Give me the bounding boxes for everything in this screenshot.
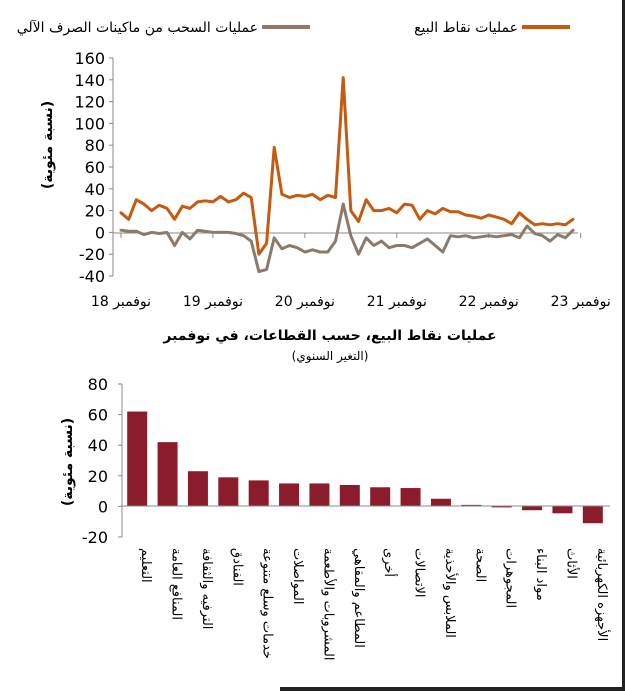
frame-edge-bottom xyxy=(280,687,625,691)
bar-category-label: المنافع العامة xyxy=(169,548,184,620)
bar-category-label: الأجهزه الكهربائية xyxy=(594,548,611,641)
bar-y-tick-label: 0 xyxy=(98,497,108,516)
bar xyxy=(582,506,603,524)
line-y-ticks: -40 -20 0 20 40 60 80 100 120 140 160 xyxy=(74,49,113,286)
bar xyxy=(522,506,543,511)
bar-y-tick-label: 40 xyxy=(88,436,108,455)
bar-category-label: الملابس والأحذية xyxy=(442,548,459,638)
line-y-tick-label: 80 xyxy=(85,136,105,155)
bar xyxy=(127,411,148,507)
line-y-tick-label: -20 xyxy=(79,245,105,264)
bar-category-label: أخرى xyxy=(381,548,398,577)
bar-category-label: الصحة xyxy=(472,548,487,582)
bar xyxy=(370,487,391,507)
bar-subtitle: (التغير السنوي) xyxy=(292,349,369,364)
bar xyxy=(157,442,178,507)
bar xyxy=(552,506,573,514)
bar-category-label: الترفيه والثقافة xyxy=(199,548,214,629)
bar-y-tick-label: 60 xyxy=(88,406,108,425)
bar-category-label: المجوهرات xyxy=(503,548,518,608)
bar-title: عمليات نقاط البيع، حسب القطاعات، في نوفم… xyxy=(162,328,496,344)
bar-y-tick-label: 80 xyxy=(88,375,108,394)
bar xyxy=(309,483,330,507)
bar-category-labels: التعليم المنافع العامة الترفيه والثقافة الف… xyxy=(138,548,611,661)
bar xyxy=(187,471,208,507)
bar-category-label: الفنادق xyxy=(229,548,244,586)
bar-y-axis-label: (نسبة مئوية) xyxy=(60,418,76,506)
line-y-tick-label: 160 xyxy=(74,49,105,68)
bar xyxy=(248,480,269,507)
bar xyxy=(339,484,360,507)
line-y-tick-label: 0 xyxy=(95,223,105,242)
bar-marks xyxy=(127,411,603,524)
line-y-tick-label: 120 xyxy=(74,93,105,112)
bar-y-tick-label: 20 xyxy=(88,467,108,486)
line-x-tick-label: نوفمبر 20 xyxy=(275,294,335,310)
bar-category-label: مواد البناء xyxy=(533,548,548,601)
bar xyxy=(491,506,512,508)
bar-category-label: خدمات وسلع متنوعة xyxy=(260,548,275,659)
line-x-tick-label: نوفمبر 22 xyxy=(459,294,519,310)
line-chart: عمليات نقاط البيع عمليات السحب من ماكينا… xyxy=(17,20,611,310)
line-x-tick-label: نوفمبر 18 xyxy=(91,294,151,310)
line-x-tick-label: نوفمبر 23 xyxy=(551,294,611,310)
bar-category-label: المشروبات والأطعمة xyxy=(320,548,337,661)
legend-label-pos: عمليات نقاط البيع xyxy=(414,20,518,36)
line-series-group xyxy=(119,76,575,274)
line-legend: عمليات نقاط البيع عمليات السحب من ماكينا… xyxy=(17,20,570,36)
bar-y-tick-label: -20 xyxy=(82,528,108,547)
line-y-tick-label: 140 xyxy=(74,71,105,90)
bar-y-ticks: -20 0 20 40 60 80 xyxy=(82,375,122,547)
line-y-axis-label: (نسبة مئوية) xyxy=(40,101,56,189)
bar xyxy=(400,488,421,507)
bar-category-label: الاتصالات xyxy=(412,548,427,598)
line-y-tick-label: -40 xyxy=(79,267,105,286)
series-line-pos xyxy=(119,76,575,256)
line-x-tick-label: نوفمبر 19 xyxy=(183,294,243,310)
bar-category-label: المطاعم والمقاهي xyxy=(351,548,366,648)
bar-category-label: التعليم xyxy=(138,548,153,583)
line-y-tick-label: 20 xyxy=(85,202,105,221)
line-y-tick-label: 60 xyxy=(85,158,105,177)
bar-category-label: الأثاث xyxy=(563,548,580,579)
legend-label-atm: عمليات السحب من ماكينات الصرف الآلي xyxy=(17,20,258,36)
line-y-tick-label: 40 xyxy=(85,180,105,199)
frame-edge-right xyxy=(622,0,625,691)
series-line-atm xyxy=(119,202,575,274)
line-x-ticks: نوفمبر 18 نوفمبر 19 نوفمبر 20 نوفمبر 21 نوفم… xyxy=(91,233,611,310)
bar-category-label: المواصلات xyxy=(290,548,305,604)
bar xyxy=(218,477,239,507)
line-y-tick-label: 100 xyxy=(74,114,105,133)
bar xyxy=(279,483,300,507)
line-x-tick-label: نوفمبر 21 xyxy=(367,294,427,310)
bar-chart: عمليات نقاط البيع، حسب القطاعات، في نوفم… xyxy=(60,328,611,661)
bar xyxy=(430,498,451,507)
